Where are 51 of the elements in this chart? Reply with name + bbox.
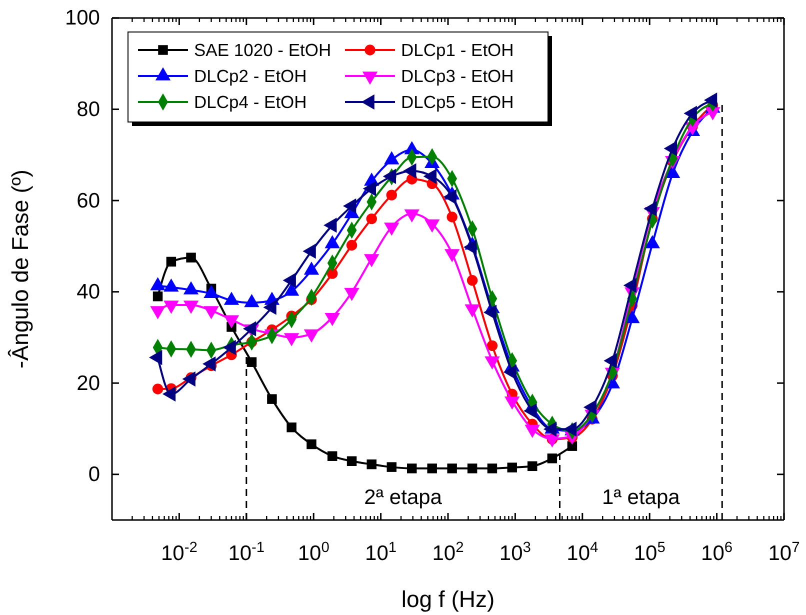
y-tick-label: 60 xyxy=(76,189,100,212)
point xyxy=(186,252,196,262)
legend-label: DLCp3 - EtOH xyxy=(401,66,514,86)
point xyxy=(366,213,377,224)
point xyxy=(407,464,417,474)
point xyxy=(306,439,316,450)
y-axis-title: -Ângulo de Fase (º) xyxy=(7,170,33,368)
point xyxy=(427,464,437,474)
point xyxy=(447,464,457,474)
point xyxy=(366,459,376,470)
annotation: 2ª etapa xyxy=(364,486,442,509)
x-tick-label: 10$^{-2}$ xyxy=(160,540,198,565)
point xyxy=(507,462,517,472)
x-tick-label: 10$^{3}$ xyxy=(499,540,531,565)
x-tick-label: 10$^{1}$ xyxy=(365,540,397,565)
point xyxy=(487,464,498,474)
point xyxy=(386,462,397,472)
y-tick-label: 40 xyxy=(76,280,100,304)
point xyxy=(386,190,397,200)
y-tick-label: 20 xyxy=(76,372,100,395)
point xyxy=(324,218,337,233)
x-tick-label: 10$^{2}$ xyxy=(432,540,464,565)
legend-label: DLCp5 - EtOH xyxy=(401,92,514,112)
x-tick-label: 10$^{4}$ xyxy=(566,540,598,565)
point xyxy=(466,275,478,286)
x-tick-label: 10$^{7}$ xyxy=(768,540,800,565)
point xyxy=(486,340,498,352)
point xyxy=(267,394,277,404)
x-tick-label: 10$^{6}$ xyxy=(701,540,733,565)
point xyxy=(166,256,176,267)
point xyxy=(527,461,538,472)
legend-label: DLCp2 - EtOH xyxy=(194,66,307,86)
point xyxy=(446,212,458,222)
point xyxy=(346,240,358,251)
y-tick-label: 80 xyxy=(76,98,100,121)
x-axis-title: log f (Hz) xyxy=(401,586,495,612)
legend-label: SAE 1020 - EtOH xyxy=(194,40,332,60)
x-tick-label: 10$^{0}$ xyxy=(298,540,330,565)
point xyxy=(467,464,478,474)
y-tick-label: 0 xyxy=(88,463,100,486)
y-tick-label: 100 xyxy=(64,6,100,30)
point xyxy=(327,451,338,461)
legend-label: DLCp1 - EtOH xyxy=(401,40,514,60)
annotation: 1ª etapa xyxy=(602,486,680,509)
point xyxy=(547,454,558,464)
x-tick-label: 10$^{-1}$ xyxy=(228,540,265,565)
point xyxy=(246,357,257,367)
point xyxy=(346,456,357,466)
x-tick-label: 10$^{5}$ xyxy=(634,540,666,565)
legend-label: DLCp4 - EtOH xyxy=(194,92,307,112)
point xyxy=(286,422,296,432)
